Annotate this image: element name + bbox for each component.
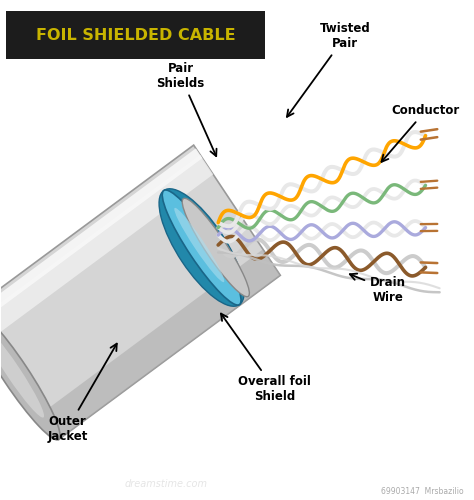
Text: Outer
Jacket: Outer Jacket — [47, 344, 117, 443]
Polygon shape — [42, 250, 280, 440]
Text: dreamstime.com: dreamstime.com — [125, 478, 208, 488]
Text: Twisted
Pair: Twisted Pair — [287, 22, 371, 117]
Ellipse shape — [159, 189, 244, 306]
Text: FOIL SHIELDED CABLE: FOIL SHIELDED CABLE — [36, 28, 236, 42]
Polygon shape — [0, 155, 213, 338]
FancyBboxPatch shape — [6, 12, 265, 58]
Text: Conductor: Conductor — [382, 104, 460, 162]
Ellipse shape — [174, 208, 224, 282]
Text: 69903147  Mrsbazilio: 69903147 Mrsbazilio — [381, 487, 463, 496]
Text: Pair
Shields: Pair Shields — [156, 62, 217, 156]
Polygon shape — [0, 145, 280, 440]
Ellipse shape — [162, 190, 241, 305]
Polygon shape — [0, 148, 202, 322]
Text: Overall foil
Shield: Overall foil Shield — [221, 314, 311, 403]
Ellipse shape — [182, 198, 249, 296]
Ellipse shape — [0, 326, 44, 418]
Ellipse shape — [0, 308, 60, 440]
Text: Drain
Wire: Drain Wire — [350, 274, 406, 304]
